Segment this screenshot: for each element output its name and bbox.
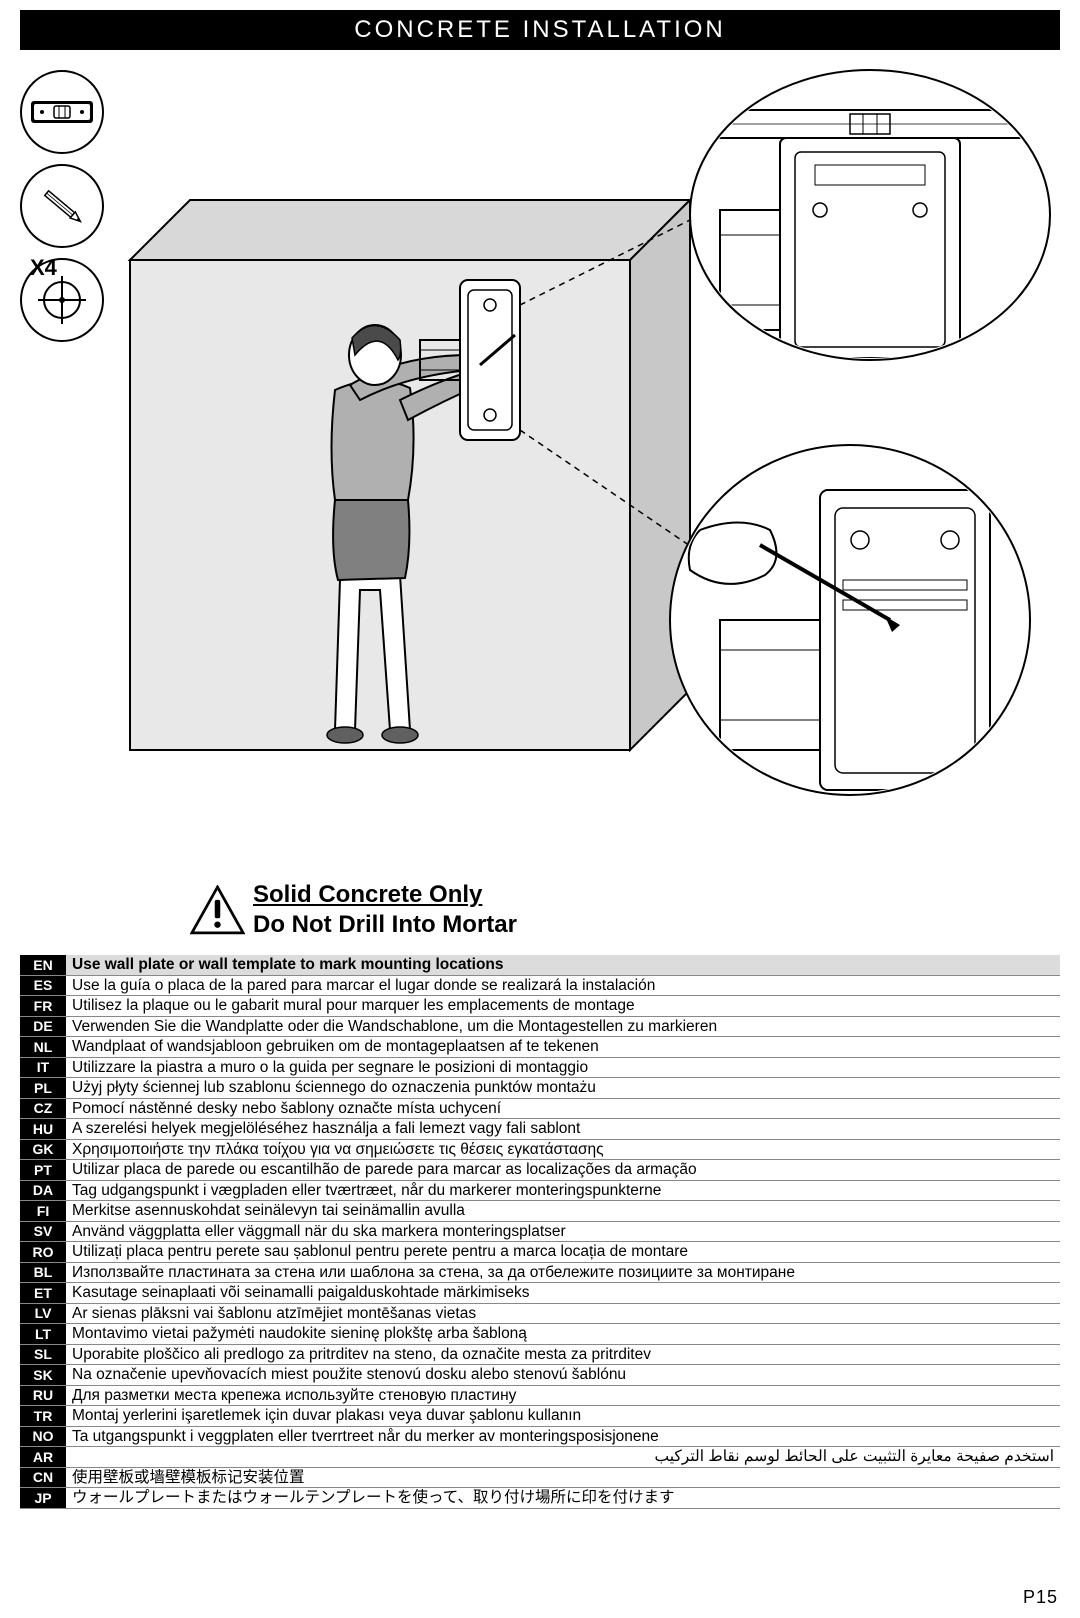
warning-row: Solid Concrete Only Do Not Drill Into Mo…	[190, 880, 1060, 940]
main-illustration	[20, 60, 1060, 880]
language-row: NLWandplaat of wandsjabloon gebruiken om…	[20, 1037, 1060, 1058]
language-code: ES	[20, 975, 66, 996]
language-code: DA	[20, 1180, 66, 1201]
language-row: PTUtilizar placa de parede ou escantilhã…	[20, 1160, 1060, 1181]
language-text: Използвайте пластината за стена или шабл…	[66, 1262, 1060, 1283]
language-text: 使用壁板或墙壁模板标记安装位置	[66, 1467, 1060, 1488]
language-text: Tag udgangspunkt i vægpladen eller tvært…	[66, 1180, 1060, 1201]
language-code: PL	[20, 1078, 66, 1099]
page-number: P15	[1023, 1587, 1058, 1608]
language-code: AR	[20, 1447, 66, 1468]
language-row: NOTa utgangspunkt i veggplaten eller tve…	[20, 1426, 1060, 1447]
language-row: SKNa označenie upevňovacích miest použit…	[20, 1365, 1060, 1386]
language-code: ET	[20, 1283, 66, 1304]
language-text: ウォールプレートまたはウォールテンプレートを使って、取り付け場所に印を付けます	[66, 1488, 1060, 1509]
language-row: SVAnvänd väggplatta eller väggmall när d…	[20, 1221, 1060, 1242]
language-code: EN	[20, 955, 66, 975]
language-code: SL	[20, 1344, 66, 1365]
language-text: استخدم صفيحة معايرة التثبيت على الحائط ل…	[66, 1447, 1060, 1468]
language-code: SK	[20, 1365, 66, 1386]
language-row: ITUtilizzare la piastra a muro o la guid…	[20, 1057, 1060, 1078]
language-row: BLИзползвайте пластината за стена или ша…	[20, 1262, 1060, 1283]
language-table: ENUse wall plate or wall template to mar…	[20, 955, 1060, 1509]
language-row: ENUse wall plate or wall template to mar…	[20, 955, 1060, 975]
language-text: Ar sienas plāksni vai šablonu atzīmējiet…	[66, 1303, 1060, 1324]
language-code: BL	[20, 1262, 66, 1283]
language-text: Merkitse asennuskohdat seinälevyn tai se…	[66, 1201, 1060, 1222]
language-row: DEVerwenden Sie die Wandplatte oder die …	[20, 1016, 1060, 1037]
language-row: ARاستخدم صفيحة معايرة التثبيت على الحائط…	[20, 1447, 1060, 1468]
language-row: LVAr sienas plāksni vai šablonu atzīmēji…	[20, 1303, 1060, 1324]
language-code: RU	[20, 1385, 66, 1406]
language-text: Utilisez la plaque ou le gabarit mural p…	[66, 996, 1060, 1017]
language-row: ETKasutage seinaplaati või seinamalli pa…	[20, 1283, 1060, 1304]
warning-icon	[190, 885, 245, 935]
language-text: Verwenden Sie die Wandplatte oder die Wa…	[66, 1016, 1060, 1037]
page-title: CONCRETE INSTALLATION	[20, 10, 1060, 50]
warning-text: Solid Concrete Only Do Not Drill Into Mo…	[253, 880, 517, 940]
language-text: Χρησιμοποιήστε την πλάκα τοίχου για να σ…	[66, 1139, 1060, 1160]
language-code: TR	[20, 1406, 66, 1427]
language-code: FI	[20, 1201, 66, 1222]
language-row: ROUtilizați placa pentru perete sau șabl…	[20, 1242, 1060, 1263]
language-code: LT	[20, 1324, 66, 1345]
language-text: Utilizar placa de parede ou escantilhão …	[66, 1160, 1060, 1181]
language-code: LV	[20, 1303, 66, 1324]
language-row: FIMerkitse asennuskohdat seinälevyn tai …	[20, 1201, 1060, 1222]
language-text: Для разметки места крепежа используйте с…	[66, 1385, 1060, 1406]
language-text: Use la guía o placa de la pared para mar…	[66, 975, 1060, 996]
language-code: NO	[20, 1426, 66, 1447]
language-text: Use wall plate or wall template to mark …	[66, 955, 1060, 975]
language-code: DE	[20, 1016, 66, 1037]
language-text: Utilizzare la piastra a muro o la guida …	[66, 1057, 1060, 1078]
warning-line-2: Do Not Drill Into Mortar	[253, 911, 517, 938]
language-row: LTMontavimo vietai pažymėti naudokite si…	[20, 1324, 1060, 1345]
language-row: PLUżyj płyty ściennej lub szablonu ścien…	[20, 1078, 1060, 1099]
language-text: Użyj płyty ściennej lub szablonu ścienne…	[66, 1078, 1060, 1099]
language-code: PT	[20, 1160, 66, 1181]
language-row: CZPomocí nástěnné desky nebo šablony ozn…	[20, 1098, 1060, 1119]
page: CONCRETE INSTALLATION	[0, 0, 1080, 1618]
language-row: DATag udgangspunkt i vægpladen eller tvæ…	[20, 1180, 1060, 1201]
language-text: Montaj yerlerini işaretlemek için duvar …	[66, 1406, 1060, 1427]
language-code: FR	[20, 996, 66, 1017]
language-code: CZ	[20, 1098, 66, 1119]
language-code: CN	[20, 1467, 66, 1488]
language-code: NL	[20, 1037, 66, 1058]
language-text: Utilizați placa pentru perete sau șablon…	[66, 1242, 1060, 1263]
warning-line-1: Solid Concrete Only	[253, 880, 517, 910]
language-row: JPウォールプレートまたはウォールテンプレートを使って、取り付け場所に印を付けま…	[20, 1488, 1060, 1509]
language-text: Uporabite ploščico ali predlogo za pritr…	[66, 1344, 1060, 1365]
language-text: Använd väggplatta eller väggmall när du …	[66, 1221, 1060, 1242]
language-row: HUA szerelési helyek megjelöléséhez hasz…	[20, 1119, 1060, 1140]
language-text: Montavimo vietai pažymėti naudokite sien…	[66, 1324, 1060, 1345]
language-code: SV	[20, 1221, 66, 1242]
language-row: ESUse la guía o placa de la pared para m…	[20, 975, 1060, 996]
language-row: SLUporabite ploščico ali predlogo za pri…	[20, 1344, 1060, 1365]
language-row: TRMontaj yerlerini işaretlemek için duva…	[20, 1406, 1060, 1427]
language-row: FRUtilisez la plaque ou le gabarit mural…	[20, 996, 1060, 1017]
language-text: Na označenie upevňovacích miest použite …	[66, 1365, 1060, 1386]
language-code: JP	[20, 1488, 66, 1509]
language-code: HU	[20, 1119, 66, 1140]
diagram-area: X4	[20, 60, 1060, 880]
language-text: Wandplaat of wandsjabloon gebruiken om d…	[66, 1037, 1060, 1058]
language-row: CN使用壁板或墙壁模板标记安装位置	[20, 1467, 1060, 1488]
language-text: Pomocí nástěnné desky nebo šablony označ…	[66, 1098, 1060, 1119]
language-text: Ta utgangspunkt i veggplaten eller tverr…	[66, 1426, 1060, 1447]
language-text: Kasutage seinaplaati või seinamalli paig…	[66, 1283, 1060, 1304]
language-text: A szerelési helyek megjelöléséhez haszná…	[66, 1119, 1060, 1140]
language-code: RO	[20, 1242, 66, 1263]
language-code: IT	[20, 1057, 66, 1078]
language-row: GKΧρησιμοποιήστε την πλάκα τοίχου για να…	[20, 1139, 1060, 1160]
language-code: GK	[20, 1139, 66, 1160]
language-row: RUДля разметки места крепежа используйте…	[20, 1385, 1060, 1406]
